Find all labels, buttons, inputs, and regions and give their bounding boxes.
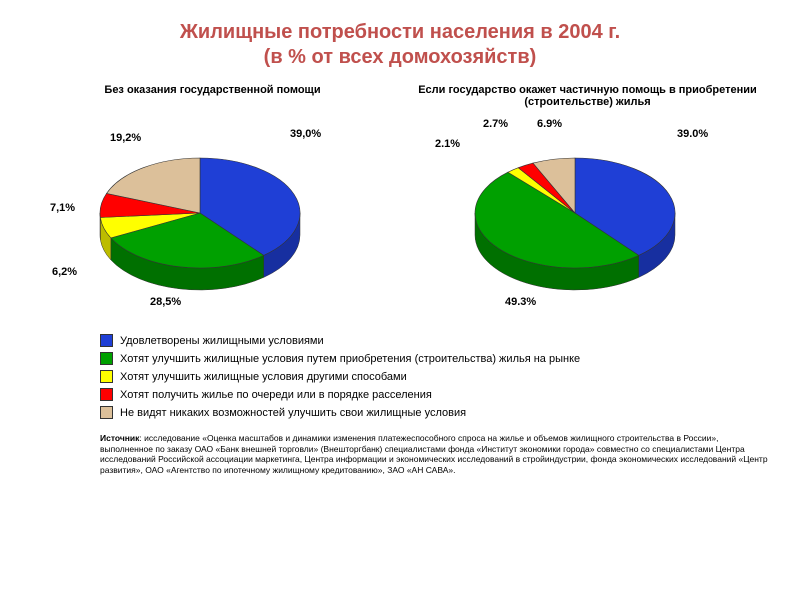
- charts-row: Без оказания государственной помощи 39,0…: [30, 84, 770, 318]
- legend-label: Хотят улучшить жилищные условия путем пр…: [120, 353, 580, 365]
- legend-item: Не видят никаких возможностей улучшить с…: [100, 406, 770, 419]
- title-line1: Жилищные потребности населения в 2004 г.: [180, 21, 620, 43]
- legend-swatch: [100, 370, 113, 383]
- slice-label: 39.0%: [677, 128, 708, 140]
- legend-item: Удовлетворены жилищными условиями: [100, 334, 770, 347]
- legend-swatch: [100, 388, 113, 401]
- chart-left: Без оказания государственной помощи 39,0…: [30, 84, 395, 318]
- pie-right: 39.0% 49.3% 2.1% 2.7% 6.9%: [405, 118, 770, 318]
- slice-label: 2.7%: [483, 118, 508, 130]
- page-title: Жилищные потребности населения в 2004 г.…: [30, 20, 770, 70]
- pie-left: 39,0% 28,5% 6,2% 7,1% 19,2%: [30, 118, 395, 318]
- source-body: : исследование «Оценка масштабов и динам…: [100, 433, 768, 475]
- chart-left-subtitle: Без оказания государственной помощи: [30, 84, 395, 114]
- legend-label: Не видят никаких возможностей улучшить с…: [120, 407, 466, 419]
- legend: Удовлетворены жилищными условиями Хотят у…: [100, 334, 770, 419]
- source-text: Источник: исследование «Оценка масштабов…: [100, 433, 770, 476]
- legend-item: Хотят получить жилье по очереди или в по…: [100, 388, 770, 401]
- legend-swatch: [100, 334, 113, 347]
- slice-label: 2.1%: [435, 138, 460, 150]
- chart-right-subtitle: Если государство окажет частичную помощь…: [405, 84, 770, 114]
- slice-label: 49.3%: [505, 296, 536, 308]
- source-label: Источник: [100, 433, 139, 443]
- legend-label: Хотят улучшить жилищные условия другими …: [120, 371, 407, 383]
- slice-label: 28,5%: [150, 296, 181, 308]
- slice-label: 39,0%: [290, 128, 321, 140]
- legend-item: Хотят улучшить жилищные условия путем пр…: [100, 352, 770, 365]
- legend-swatch: [100, 352, 113, 365]
- title-line2: (в % от всех домохозяйств): [264, 46, 537, 68]
- slice-label: 6.9%: [537, 118, 562, 130]
- legend-label: Удовлетворены жилищными условиями: [120, 335, 324, 347]
- legend-swatch: [100, 406, 113, 419]
- slice-label: 19,2%: [110, 132, 141, 144]
- slice-label: 7,1%: [50, 202, 75, 214]
- chart-right: Если государство окажет частичную помощь…: [405, 84, 770, 318]
- legend-label: Хотят получить жилье по очереди или в по…: [120, 389, 432, 401]
- slice-label: 6,2%: [52, 266, 77, 278]
- legend-item: Хотят улучшить жилищные условия другими …: [100, 370, 770, 383]
